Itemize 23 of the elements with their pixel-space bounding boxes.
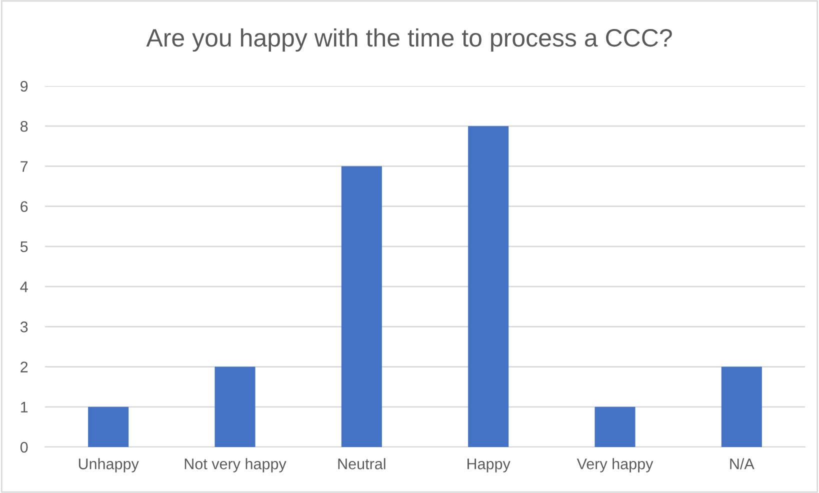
x-tick-label: Happy <box>468 458 510 472</box>
chart-title: Are you happy with the time to process a CCC? <box>146 28 672 52</box>
x-tick-label: Unhappy <box>78 458 139 472</box>
y-tick-label: 9 <box>20 80 28 92</box>
bar <box>594 406 636 447</box>
y-tick-label: 2 <box>20 362 28 372</box>
bar <box>721 366 762 447</box>
y-tick-label: 4 <box>20 282 28 292</box>
y-tick-label: 0 <box>20 442 28 453</box>
y-tick-label: 1 <box>21 402 28 412</box>
x-tick-label: N/A <box>730 458 754 470</box>
y-tick-label: 5 <box>20 241 28 252</box>
x-tick-label: Very happy <box>576 458 654 472</box>
y-tick-label: 3 <box>20 322 28 332</box>
bar <box>341 166 382 447</box>
bar <box>88 406 129 447</box>
bar <box>214 366 256 447</box>
y-tick-label: 7 <box>20 161 28 172</box>
y-tick-label: 6 <box>20 201 28 212</box>
x-tick-label: Not very happy <box>184 458 286 472</box>
x-tick-label: Neutral <box>338 458 386 470</box>
y-tick-label: 8 <box>20 120 28 132</box>
bar <box>468 126 509 447</box>
